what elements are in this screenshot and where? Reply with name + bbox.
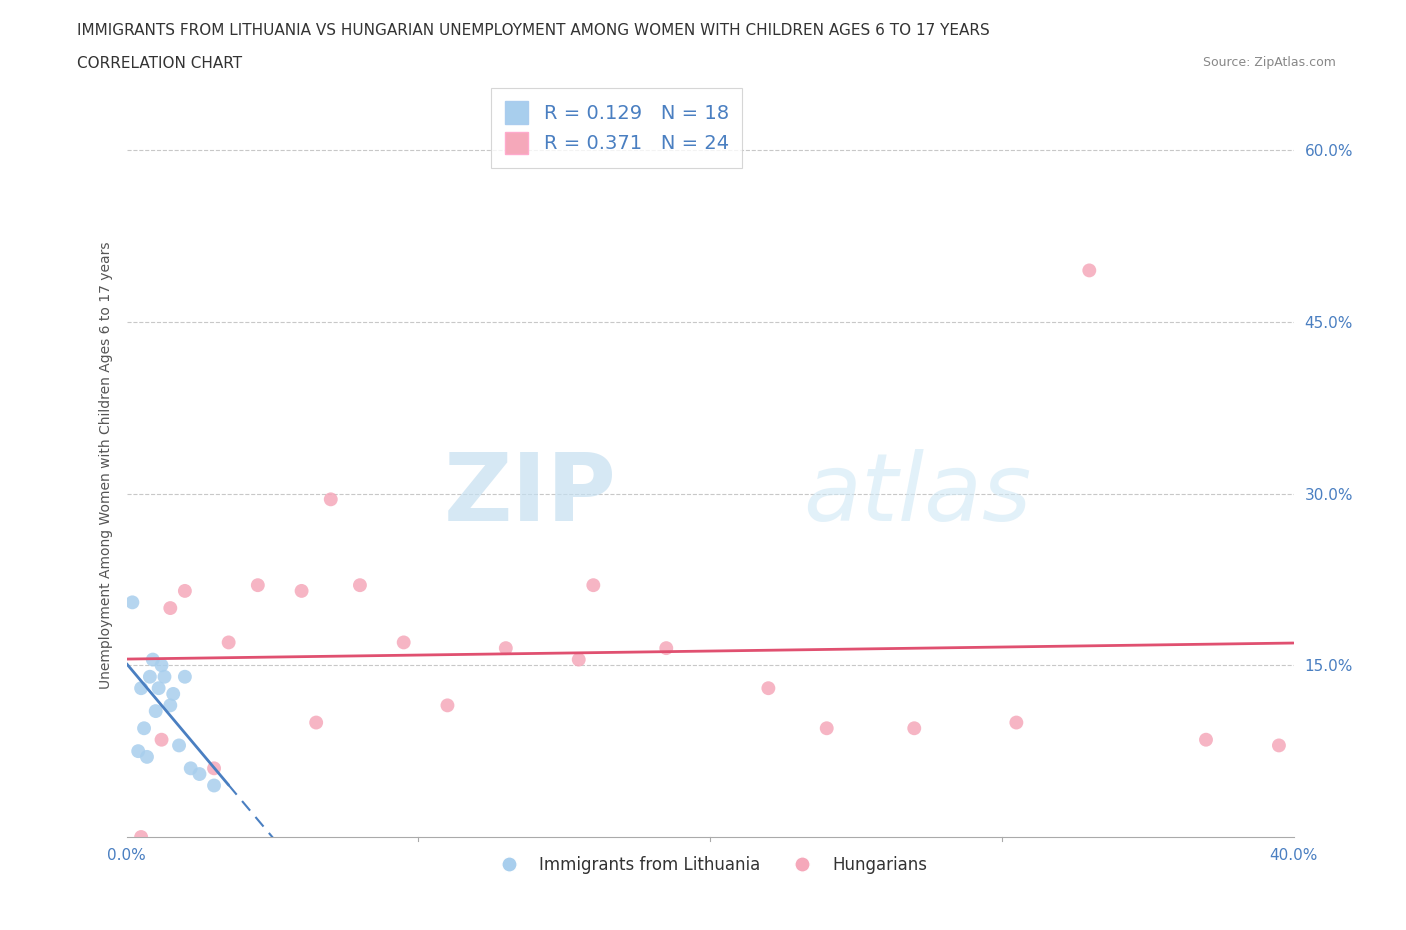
Point	[174, 670, 197, 684]
Point	[136, 750, 159, 764]
Point	[392, 635, 415, 650]
Point	[139, 670, 162, 684]
Text: CORRELATION CHART: CORRELATION CHART	[77, 56, 242, 71]
Point	[903, 721, 925, 736]
Point	[582, 578, 605, 592]
Point	[568, 652, 591, 667]
Point	[1005, 715, 1028, 730]
Point	[159, 698, 181, 712]
Point	[132, 721, 155, 736]
Point	[129, 681, 152, 696]
Point	[1268, 738, 1291, 753]
Point	[129, 830, 152, 844]
Point	[121, 595, 143, 610]
Point	[436, 698, 458, 712]
Point	[305, 715, 328, 730]
Legend: Immigrants from Lithuania, Hungarians: Immigrants from Lithuania, Hungarians	[486, 849, 934, 881]
Point	[246, 578, 269, 592]
Point	[202, 761, 225, 776]
Point	[159, 601, 181, 616]
Point	[150, 658, 173, 672]
Point	[319, 492, 342, 507]
Point	[202, 778, 225, 793]
Point	[1078, 263, 1101, 278]
Point	[756, 681, 779, 696]
Point	[150, 732, 173, 747]
Point	[349, 578, 371, 592]
Point	[655, 641, 678, 656]
Text: Source: ZipAtlas.com: Source: ZipAtlas.com	[1202, 56, 1336, 69]
Point	[145, 704, 167, 719]
Point	[174, 583, 197, 598]
Point	[162, 686, 184, 701]
Point	[167, 738, 190, 753]
Point	[1195, 732, 1218, 747]
Text: atlas: atlas	[803, 449, 1032, 540]
Point	[218, 635, 240, 650]
Point	[495, 641, 517, 656]
Text: IMMIGRANTS FROM LITHUANIA VS HUNGARIAN UNEMPLOYMENT AMONG WOMEN WITH CHILDREN AG: IMMIGRANTS FROM LITHUANIA VS HUNGARIAN U…	[77, 23, 990, 38]
Text: ZIP: ZIP	[444, 449, 617, 540]
Point	[127, 744, 149, 759]
Point	[153, 670, 176, 684]
Point	[290, 583, 312, 598]
Y-axis label: Unemployment Among Women with Children Ages 6 to 17 years: Unemployment Among Women with Children A…	[98, 241, 112, 689]
Point	[815, 721, 838, 736]
Point	[142, 652, 165, 667]
Point	[180, 761, 202, 776]
Point	[148, 681, 170, 696]
Point	[188, 766, 211, 781]
